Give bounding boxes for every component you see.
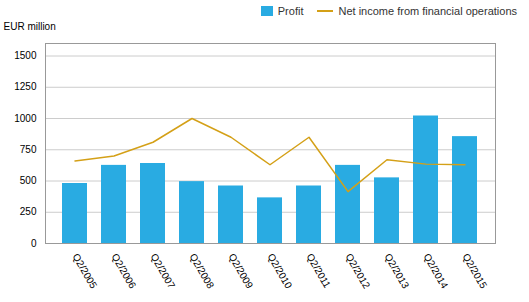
svg-text:1250: 1250 <box>14 81 37 92</box>
svg-text:Q2/2014: Q2/2014 <box>421 252 450 291</box>
svg-text:Q2/2010: Q2/2010 <box>265 252 294 291</box>
svg-text:1000: 1000 <box>14 113 37 124</box>
svg-text:750: 750 <box>20 144 37 155</box>
svg-text:Q2/2008: Q2/2008 <box>187 252 216 291</box>
svg-text:1500: 1500 <box>14 50 37 61</box>
svg-text:Q2/2013: Q2/2013 <box>382 252 411 291</box>
svg-text:Q2/2009: Q2/2009 <box>226 252 255 291</box>
html-text:Net income from financial oper: Net income from financial operations <box>338 5 517 17</box>
svg-text:250: 250 <box>20 206 37 217</box>
svg-text:EUR million: EUR million <box>4 21 56 32</box>
svg-text:Q2/2005: Q2/2005 <box>70 252 99 291</box>
svg-text:0: 0 <box>31 238 37 249</box>
svg-text:Q2/2006: Q2/2006 <box>109 252 138 291</box>
svg-text:Q2/2011: Q2/2011 <box>304 252 333 290</box>
svg-text:500: 500 <box>20 175 37 186</box>
svg-text:Q2/2012: Q2/2012 <box>343 252 372 291</box>
html-text:Profit: Profit <box>277 5 304 17</box>
svg-text:Q2/2015: Q2/2015 <box>460 252 489 291</box>
svg-text:Q2/2007: Q2/2007 <box>148 252 177 291</box>
